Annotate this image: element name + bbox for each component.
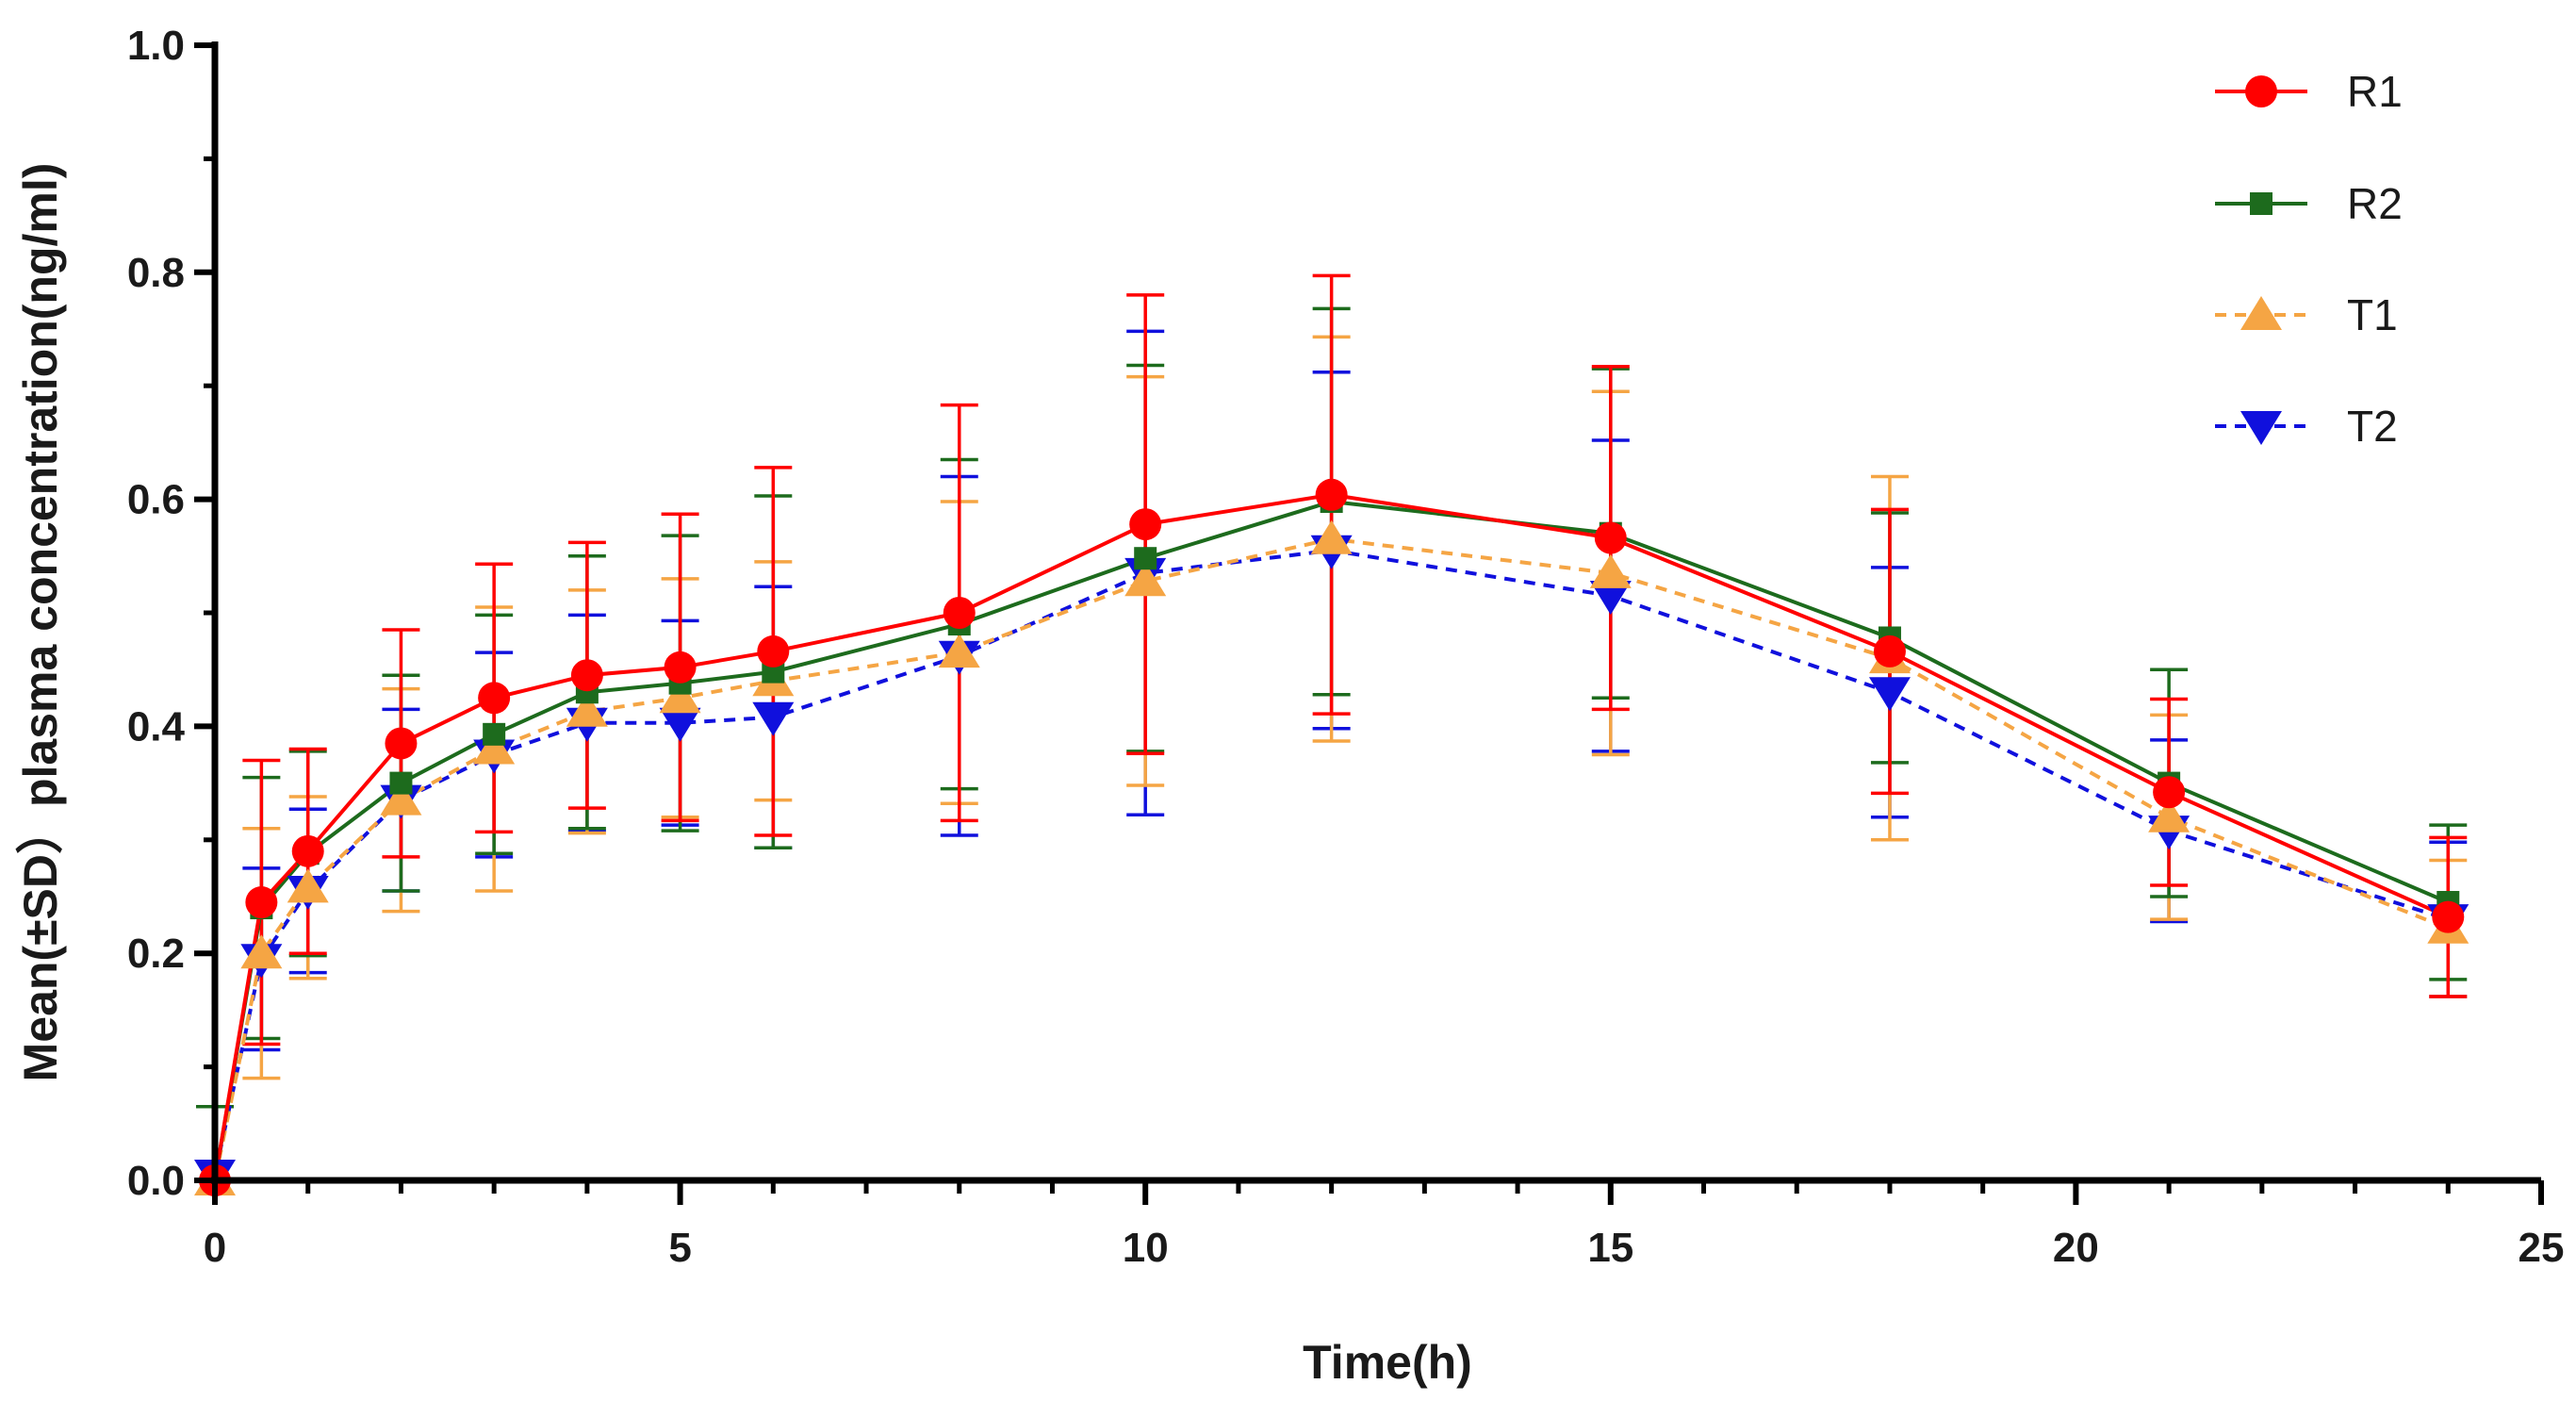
point-r1 xyxy=(385,727,418,760)
x-tick-label: 5 xyxy=(668,1225,691,1271)
legend: R1 R2 T1 T2 xyxy=(2215,67,2403,451)
point-t2 xyxy=(659,707,701,742)
point-r1 xyxy=(1594,521,1627,554)
point-t1 xyxy=(938,634,980,668)
point-r1 xyxy=(757,635,790,668)
legend-marker-r1 xyxy=(2245,75,2277,107)
point-t1 xyxy=(566,692,608,727)
point-r1 xyxy=(291,834,324,867)
legend-label-t2: T2 xyxy=(2347,402,2398,451)
point-r1 xyxy=(245,886,278,919)
y-tick-label: 0.2 xyxy=(127,931,185,977)
legend-item-t1: T1 xyxy=(2215,290,2398,339)
legend-item-r2: R2 xyxy=(2215,179,2403,228)
x-tick-label: 25 xyxy=(2519,1225,2565,1271)
point-t1 xyxy=(659,679,701,714)
point-r1 xyxy=(478,682,511,715)
point-r1 xyxy=(664,651,697,684)
y-tick-label: 0.0 xyxy=(127,1158,185,1204)
legend-label-t1: T1 xyxy=(2347,290,2398,339)
point-t2 xyxy=(752,701,795,736)
legend-marker-t2 xyxy=(2240,411,2282,445)
legend-item-r1: R1 xyxy=(2215,67,2403,116)
legend-item-t2: T2 xyxy=(2215,402,2398,451)
point-r1 xyxy=(1129,508,1162,541)
y-tick-label: 0.8 xyxy=(127,250,185,296)
legend-marker-t1 xyxy=(2240,296,2282,330)
legend-label-r2: R2 xyxy=(2347,179,2403,228)
x-axis-title: Time(h) xyxy=(1303,1336,1472,1389)
point-t1 xyxy=(1589,553,1632,588)
x-tick-label: 20 xyxy=(2053,1225,2099,1271)
point-t1 xyxy=(1310,519,1353,554)
point-r2 xyxy=(1134,547,1157,570)
point-t1 xyxy=(473,730,516,765)
point-t1 xyxy=(240,934,283,969)
point-t1 xyxy=(2148,798,2190,832)
x-tick-label: 15 xyxy=(1587,1225,1633,1271)
point-t1 xyxy=(380,781,422,816)
point-r1 xyxy=(943,597,976,629)
point-r2 xyxy=(483,722,506,746)
legend-label-r1: R1 xyxy=(2347,67,2403,116)
point-r1 xyxy=(2432,900,2465,933)
error-bars xyxy=(196,273,2468,1182)
legend-marker-r2 xyxy=(2250,192,2272,215)
point-t2 xyxy=(1589,580,1632,615)
point-r2 xyxy=(389,771,413,795)
plot-area xyxy=(194,273,2469,1196)
point-r1 xyxy=(2153,776,2186,809)
y-tick-label: 1.0 xyxy=(127,23,185,69)
x-tick-label: 10 xyxy=(1123,1225,1169,1271)
point-t1 xyxy=(1124,562,1167,597)
point-r1 xyxy=(1873,635,1906,668)
y-axis-title: Mean(±SD）plasma concentration(ng/ml) xyxy=(14,163,67,1082)
point-t1 xyxy=(287,868,329,903)
series-markers xyxy=(194,478,2469,1196)
point-t2 xyxy=(1868,677,1911,712)
y-tick-label: 0.6 xyxy=(127,477,185,523)
x-tick-label: 0 xyxy=(204,1225,226,1271)
point-r1 xyxy=(570,659,603,692)
point-r1 xyxy=(1315,478,1348,511)
y-tick-label: 0.4 xyxy=(127,703,186,750)
axes: 0.0 0.2 0.4 0.6 0.8 1.0 0 5 10 15 20 25 xyxy=(127,23,2565,1271)
